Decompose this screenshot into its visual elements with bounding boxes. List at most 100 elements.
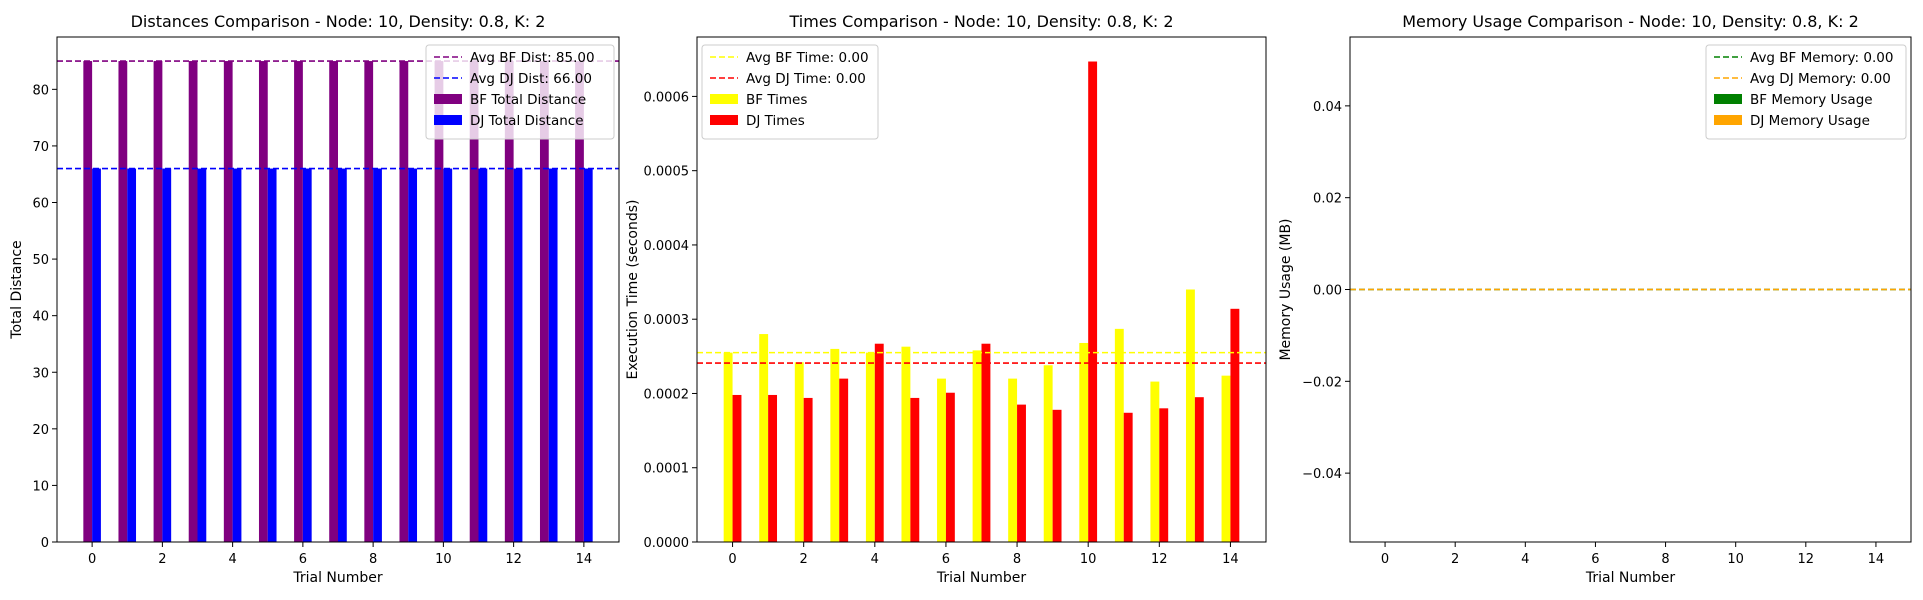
y-tick-label: 0.0005 [644, 165, 690, 180]
bar-dj-total-distance-6 [302, 168, 312, 542]
bar-bf-total-distance-11 [469, 61, 479, 542]
x-tick-label: 12 [1151, 552, 1168, 567]
legend-label: Avg DJ Dist: 66.00 [470, 71, 592, 87]
chart-title: Distances Comparison - Node: 10, Density… [131, 12, 546, 31]
bar-bf-times-7 [972, 350, 982, 542]
bar-dj-times-6 [945, 392, 955, 542]
x-tick-label: 12 [1798, 552, 1815, 567]
bar-dj-times-3 [839, 378, 849, 542]
bar-bf-times-9 [1043, 365, 1053, 542]
bar-dj-times-2 [803, 397, 813, 542]
bar-dj-times-7 [981, 343, 991, 542]
x-tick-label: 4 [871, 552, 879, 567]
x-tick-label: 14 [1868, 552, 1885, 567]
legend-label: DJ Memory Usage [1750, 113, 1870, 129]
bar-bf-total-distance-8 [364, 61, 374, 542]
legend-patch-swatch [1714, 115, 1742, 125]
bar-dj-times-13 [1194, 397, 1204, 542]
x-tick-label: 2 [800, 552, 808, 567]
x-tick-label: 4 [1521, 552, 1529, 567]
bar-bf-total-distance-1 [118, 61, 128, 542]
chart-1: 0 2 4 6 8 10 12 14 0 10 20 30 40 50 60 70 80 Distances Co… [9, 12, 620, 586]
bar-dj-total-distance-5 [267, 168, 277, 542]
y-tick-label: 50 [32, 253, 49, 268]
bar-dj-total-distance-7 [338, 168, 347, 542]
y-tick-label: 80 [32, 83, 49, 98]
axes-frame [696, 36, 1267, 543]
bar-dj-total-distance-3 [197, 168, 207, 542]
y-tick-label: 0.00 [1313, 284, 1342, 299]
bar-dj-times-8 [1017, 404, 1026, 542]
bar-dj-total-distance-0 [92, 168, 101, 542]
bar-bf-total-distance-2 [153, 61, 163, 542]
axes-frame [56, 36, 620, 543]
bar-bf-times-4 [865, 352, 875, 542]
y-tick-label: 0.0006 [644, 90, 690, 105]
bar-dj-total-distance-2 [162, 168, 172, 542]
y-tick-label: −0.02 [1302, 375, 1342, 390]
y-axis-label: Total Distance [9, 240, 25, 339]
bar-bf-times-6 [937, 378, 946, 542]
x-tick-label: 12 [505, 552, 522, 567]
bar-bf-times-14 [1221, 375, 1231, 542]
x-tick-label: 6 [299, 552, 307, 567]
y-tick-label: 0.0003 [644, 313, 690, 328]
x-tick-label: 10 [1080, 552, 1097, 567]
bar-dj-total-distance-9 [408, 168, 418, 542]
legend-label: BF Times [746, 92, 807, 108]
bar-bf-total-distance-7 [329, 61, 338, 542]
bar-dj-total-distance-11 [478, 168, 488, 542]
bar-dj-times-4 [874, 343, 884, 542]
bar-dj-times-10 [1088, 61, 1098, 542]
y-tick-label: 10 [32, 479, 49, 494]
y-tick-label: 20 [32, 423, 49, 438]
y-tick-label: 0.0004 [644, 239, 690, 254]
bar-bf-times-5 [901, 346, 911, 542]
x-tick-label: 6 [942, 552, 950, 567]
legend-label: Avg BF Memory: 0.00 [1750, 50, 1893, 66]
bar-dj-total-distance-14 [583, 168, 593, 542]
bar-bf-times-8 [1008, 378, 1018, 542]
legend-box [425, 44, 615, 140]
bar-bf-times-1 [759, 334, 769, 542]
bar-dj-total-distance-1 [127, 168, 137, 542]
bar-bf-times-2 [794, 362, 804, 542]
x-tick-label: 2 [1451, 552, 1459, 567]
bar-bf-times-3 [830, 348, 840, 542]
legend-label: Avg DJ Time: 0.00 [746, 71, 866, 87]
bar-bf-total-distance-3 [188, 61, 198, 542]
bar-dj-total-distance-13 [548, 168, 558, 542]
y-tick-label: 0.02 [1313, 192, 1342, 207]
bar-bf-total-distance-4 [223, 61, 233, 542]
x-axis-label: Trial Number [936, 570, 1027, 586]
x-tick-label: 14 [576, 552, 593, 567]
legend: Avg BF Time: 0.00 Avg DJ Time: 0.00 BF Tim… [701, 44, 879, 140]
y-axis-label: Memory Usage (MB) [1278, 218, 1294, 360]
y-tick-label: 40 [32, 310, 49, 325]
bar-bf-total-distance-6 [294, 61, 303, 542]
x-tick-label: 14 [1222, 552, 1239, 567]
bar-bf-total-distance-12 [504, 61, 514, 542]
chart-2: 0 2 4 6 8 10 12 14 0.0000 0.0001 0.0002 0.0003 0.000… [625, 12, 1267, 586]
x-tick-label: 6 [1591, 552, 1599, 567]
legend-patch-swatch [710, 115, 738, 125]
bar-bf-times-13 [1185, 289, 1195, 542]
legend: Avg BF Dist: 85.00 Avg DJ Dist: 66.00 BF T… [425, 44, 615, 140]
legend-label: Avg BF Dist: 85.00 [470, 50, 595, 66]
x-axis-label: Trial Number [1585, 570, 1676, 586]
plot-area [697, 61, 1266, 542]
y-tick-label: 0.0000 [644, 536, 690, 551]
x-tick-label: 2 [158, 552, 166, 567]
x-tick-label: 10 [435, 552, 452, 567]
bar-bf-times-0 [723, 352, 733, 542]
x-tick-label: 8 [1013, 552, 1021, 567]
bar-bf-times-11 [1114, 328, 1124, 542]
bar-dj-times-1 [768, 394, 778, 542]
y-tick-label: 0.0002 [644, 387, 690, 402]
x-tick-label: 4 [228, 552, 236, 567]
y-tick-label: −0.04 [1302, 467, 1342, 482]
chart-title: Times Comparison - Node: 10, Density: 0.… [789, 12, 1174, 31]
x-tick-label: 10 [1727, 552, 1744, 567]
x-tick-label: 0 [1381, 552, 1389, 567]
legend: Avg BF Memory: 0.00 Avg DJ Memory: 0.00 BF… [1705, 44, 1907, 140]
